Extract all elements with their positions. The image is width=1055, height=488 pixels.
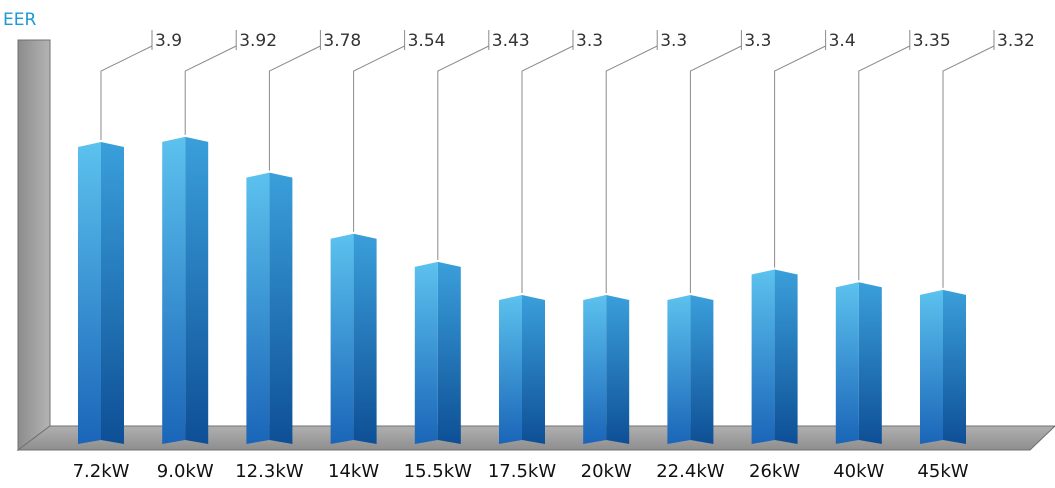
bar-front-face [414,261,438,444]
bar-front-face [835,282,859,444]
bar [330,233,377,444]
category-label: 40kW [833,461,884,482]
bar [499,295,545,444]
value-leader-line [858,45,911,281]
value-leader-line [521,45,574,293]
bar-side-face [353,233,377,444]
bar [246,172,293,444]
bar-side-face [437,261,461,444]
value-leader-line [942,45,995,288]
bar-side-face [522,295,545,444]
value-label: 3.54 [408,31,446,51]
bar-side-face [858,282,882,444]
category-label: 26kW [749,461,800,482]
bar [162,136,209,444]
bar-front-face [583,295,607,444]
bar [78,142,124,444]
category-label: 20kW [581,461,632,482]
category-label: 9.0kW [157,461,214,482]
value-leader-line [774,45,826,268]
bar-front-face [162,136,186,444]
bar [414,261,461,444]
bar-side-face [690,295,714,444]
value-label: 3.3 [660,31,687,51]
value-label: 3.3 [744,31,771,51]
bar [835,282,882,444]
bar-front-face [330,233,354,444]
value-label: 3.32 [997,31,1035,51]
value-leader-line [353,45,405,232]
bar [583,295,630,444]
bar-side-face [185,136,209,444]
bar-front-face [667,295,691,444]
bar-front-face [920,289,943,444]
value-leader-line [689,45,742,293]
bar-side-face [774,269,798,444]
bar-front-face [751,269,775,444]
value-label: 3.35 [913,31,951,51]
category-labels: 7.2kW 9.0kW 12.3kW 14kW 15.5kW 17.5kW 20kW 22.4… [73,461,969,482]
value-leader-line [100,45,153,140]
value-label: 3.43 [492,31,530,51]
chart-back-wall [17,39,51,451]
bar-side-face [943,289,966,444]
value-labels: 3.9 3.92 3.78 3.54 3.43 3.3 3.3 3.3 3.4 3.35 3.32 [155,31,1035,51]
category-label: 45kW [917,461,968,482]
value-leader-line [437,45,490,260]
value-leader-line [605,45,658,293]
category-label: 17.5kW [488,461,557,482]
bar-front-face [246,172,270,444]
bar-front-face [78,142,101,444]
bar-series [78,136,966,444]
bar [920,289,966,444]
value-leader-line [184,45,237,135]
category-label: 12.3kW [235,461,304,482]
category-label: 22.4kW [656,461,725,482]
bar-side-face [101,142,124,444]
y-axis-label: EER [3,10,36,30]
bar-side-face [606,295,630,444]
value-leader-lines [100,30,995,293]
value-label: 3.9 [155,31,182,51]
value-label: 3.92 [239,31,277,51]
bar-side-face [269,172,293,444]
category-label: 14kW [328,461,379,482]
value-label: 3.3 [576,31,603,51]
value-label: 3.4 [829,31,856,51]
category-label: 7.2kW [73,461,130,482]
bar [751,269,798,444]
value-leader-line [268,45,321,171]
value-label: 3.78 [323,31,361,51]
bar-front-face [499,295,522,444]
bar [667,295,714,444]
category-label: 15.5kW [404,461,473,482]
